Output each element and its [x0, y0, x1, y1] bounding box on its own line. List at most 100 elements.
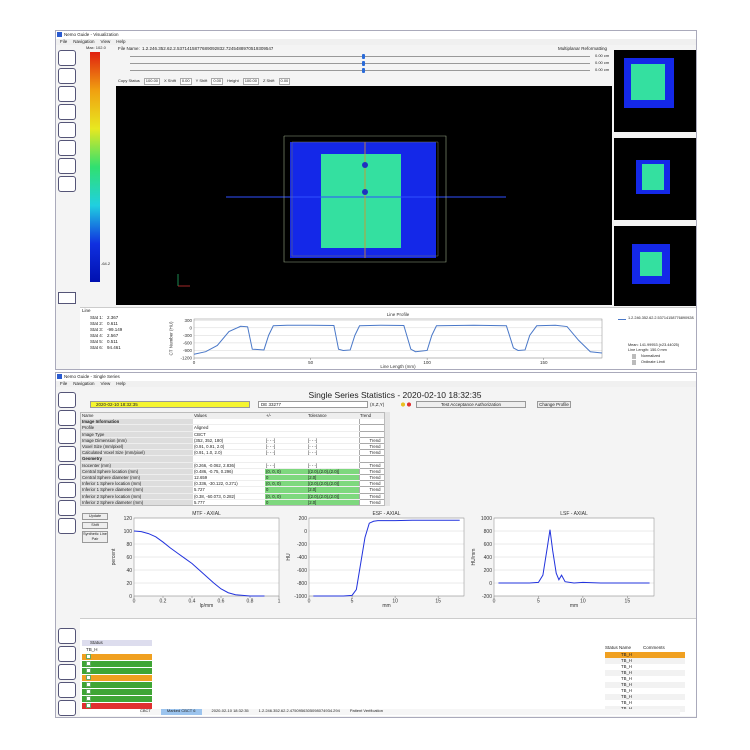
x-tick-label: 10 — [392, 599, 398, 605]
trend-button[interactable]: Trend — [358, 461, 384, 469]
trend-button[interactable]: Trend — [358, 474, 384, 482]
menu-item: Navigation — [73, 39, 95, 44]
table-cell: (0.486, -0.75, 0.296) — [193, 468, 265, 476]
stat-label: Stat 3: — [90, 327, 104, 332]
file-name: 1.2.246.352.62.2.5371415877689092832.724… — [142, 46, 274, 51]
toolbar-icon — [58, 428, 76, 444]
status-row — [82, 668, 152, 674]
stat-label: Stat 6: — [90, 345, 104, 350]
mpr-label: Multiplanar Reformatting — [558, 46, 608, 51]
controls-row: Copy Status 100.00 X Shift 0.00 Y Shift 0.00 H… — [118, 78, 418, 85]
table-cell — [307, 418, 359, 426]
stat-value: 2.567 — [107, 333, 119, 338]
table-row: Geometry — [81, 455, 384, 463]
side-button[interactable]: Update — [82, 513, 108, 520]
table-cell: Inferior 2 Sphere location (mm) — [81, 493, 193, 500]
side-button[interactable]: Shift — [82, 522, 108, 529]
colorbar — [90, 52, 100, 282]
table-cell: [2.0] — [307, 474, 359, 482]
bottom-cell: 1.2.246.352.62.2.4750956305098074934.294 — [258, 709, 340, 713]
status-check — [86, 675, 91, 680]
wireframe — [291, 141, 439, 257]
x-tick-label: 100 — [423, 360, 431, 365]
toolbar-icon — [58, 292, 76, 304]
bottom-cell: CBCT — [140, 709, 151, 713]
trend-button[interactable]: Trend — [358, 498, 384, 505]
table-cell — [193, 455, 265, 463]
table-cell: 0 — [265, 499, 307, 505]
x-tick-label: 0.4 — [189, 599, 196, 605]
header-cell: +/- — [265, 413, 307, 420]
table-cell: [(2.0),(2.0),(2.0)] — [307, 468, 359, 476]
table-cell: Profile — [81, 424, 193, 432]
y-tick-label: -1200 — [180, 356, 192, 361]
trend-button[interactable]: Trend — [358, 436, 384, 445]
plot-frame — [133, 517, 280, 597]
x-tick-label: 1 — [278, 599, 281, 605]
trend-button[interactable]: Trend — [358, 442, 384, 451]
status-dots — [400, 402, 412, 407]
status-header: Status — [82, 640, 152, 646]
list-row: TB_H — [605, 700, 685, 706]
toolbar-icon — [58, 122, 76, 138]
data-line — [133, 530, 265, 597]
table-cell: Central Sphere location (mm) — [81, 468, 193, 476]
line-panel-label: Line — [82, 308, 91, 313]
table-row: Inferior 1 Sphere location (mm) (0.336, -… — [81, 480, 384, 488]
y-tick-label: 0 — [304, 529, 307, 535]
thumb-phantom — [640, 252, 662, 276]
menu-bar: File Navigation View Help — [56, 381, 696, 387]
toolbar-icon — [58, 464, 76, 480]
stat-value: -99.149 — [107, 327, 123, 332]
menu-item: File — [60, 381, 68, 386]
toolbar-icon — [58, 682, 76, 698]
side-button[interactable]: Synthetic Line Pair — [82, 531, 108, 543]
x-axis-label: Line Length (mm) — [380, 364, 416, 369]
table-cell: Image Type — [81, 431, 193, 438]
trend-button[interactable]: Trend — [358, 480, 384, 488]
stat-label: Stat 5: — [90, 339, 104, 344]
x-tick-label: 0.6 — [218, 599, 225, 605]
table-cell — [265, 418, 307, 426]
status-check — [86, 696, 91, 701]
table-cell: [- - -] — [307, 462, 359, 469]
list-row: TB_H — [605, 676, 685, 682]
table-cell: Image Information — [81, 418, 193, 426]
table-cell — [265, 424, 307, 432]
x-tick-label: 0 — [493, 599, 496, 605]
toolbar-icon — [58, 140, 76, 156]
toolbar-icon — [58, 104, 76, 120]
y-tick-label: -800 — [297, 581, 307, 587]
x-tick-label: 0 — [308, 599, 311, 605]
trend-button[interactable]: Trend — [358, 449, 384, 457]
y-tick-label: -300 — [183, 333, 193, 338]
authorize-button[interactable]: Test Acceptance Authorization — [416, 401, 526, 408]
x-axis-label: mm — [570, 603, 578, 608]
menu-item: View — [100, 39, 111, 44]
y-tick-label: 200 — [484, 568, 493, 574]
toolbar-icon — [58, 158, 76, 174]
slider-value: 0.00 cm — [595, 68, 610, 72]
trend-button[interactable]: Trend — [358, 467, 384, 476]
toolbar-icon — [58, 646, 76, 662]
x-tick-label: 5 — [351, 599, 354, 605]
y-tick-label: 600 — [484, 542, 493, 548]
table-cell: [- - -] — [307, 449, 359, 457]
menu-item: Navigation — [73, 381, 95, 386]
trend-button[interactable]: Trend — [358, 492, 384, 500]
list-row: TB_H — [605, 694, 685, 700]
slider-track — [130, 56, 590, 57]
table-cell — [307, 431, 359, 438]
table-cell: CBCT — [193, 431, 265, 438]
slider-track — [130, 70, 590, 71]
change-profile-button[interactable]: Change Profile — [537, 401, 571, 408]
table-row: Image Information — [81, 418, 384, 426]
esf-chart: ESF - AXIAL -1000 -800 -600 -400 -200 0 200 0 5 10… — [286, 511, 465, 608]
table-cell: Central Sphere diameter (mm) — [81, 474, 193, 482]
y-axis-label: percent — [111, 548, 117, 565]
table-cell — [265, 431, 307, 438]
toolbar-icon — [58, 664, 76, 680]
control-text: Z Shift — [262, 78, 275, 84]
trend-button[interactable]: Trend — [358, 486, 384, 494]
